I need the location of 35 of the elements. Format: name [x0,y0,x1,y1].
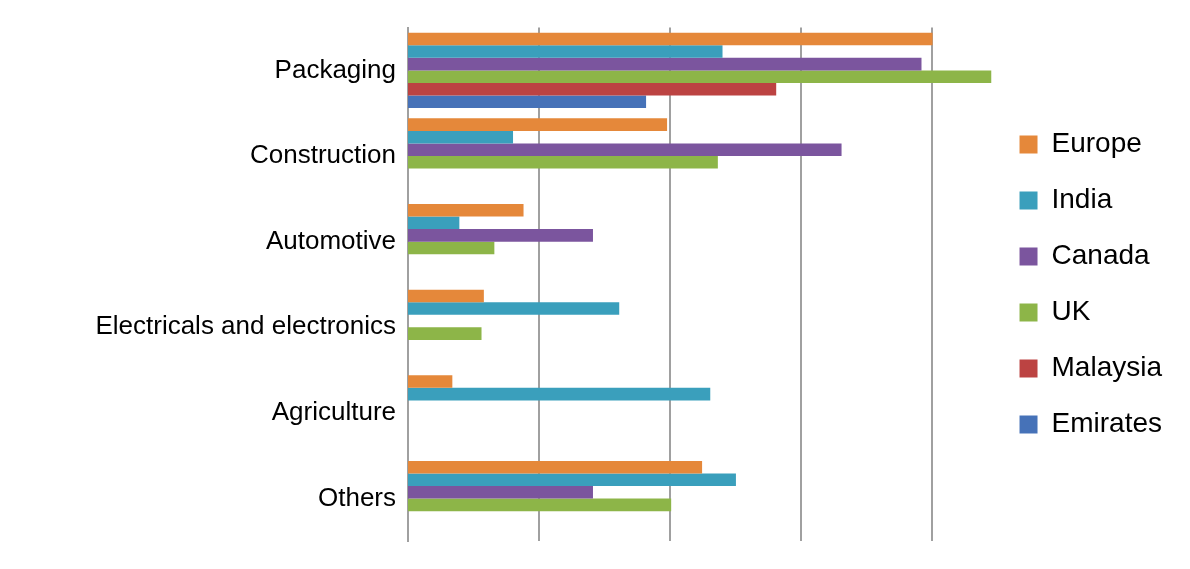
bar [408,95,647,109]
bar [408,302,620,315]
legend-label: UK [1051,295,1091,327]
bar [408,70,992,83]
bar [408,118,668,131]
y-tick-label: Others [317,481,396,512]
legend-label: Canada [1051,239,1151,271]
bar [408,156,718,169]
bar [408,375,453,388]
bar [408,143,842,157]
bar [408,57,922,71]
legend-label: Emirates [1051,407,1162,439]
bar [408,289,484,303]
bar [408,32,933,46]
y-tick-label: Electricals and electronics [95,310,396,341]
bar [408,327,482,340]
legend-label: Malaysia [1051,351,1163,383]
legend-label: Europe [1051,127,1142,159]
bar [408,45,723,58]
bar [408,498,672,512]
bar [408,130,514,144]
bar [408,204,524,217]
bar [408,82,777,96]
bar [408,473,736,487]
y-tick-label: Agriculture [271,396,396,427]
y-tick-label: Packaging [274,53,396,84]
legend-label: India [1051,183,1113,215]
bar [408,387,711,401]
y-tick-label: Construction [250,139,396,170]
bar [408,460,703,474]
bar [408,229,593,242]
bar [408,216,460,230]
bar [408,486,593,499]
bar [408,241,495,255]
y-tick-label: Automotive [265,224,396,255]
